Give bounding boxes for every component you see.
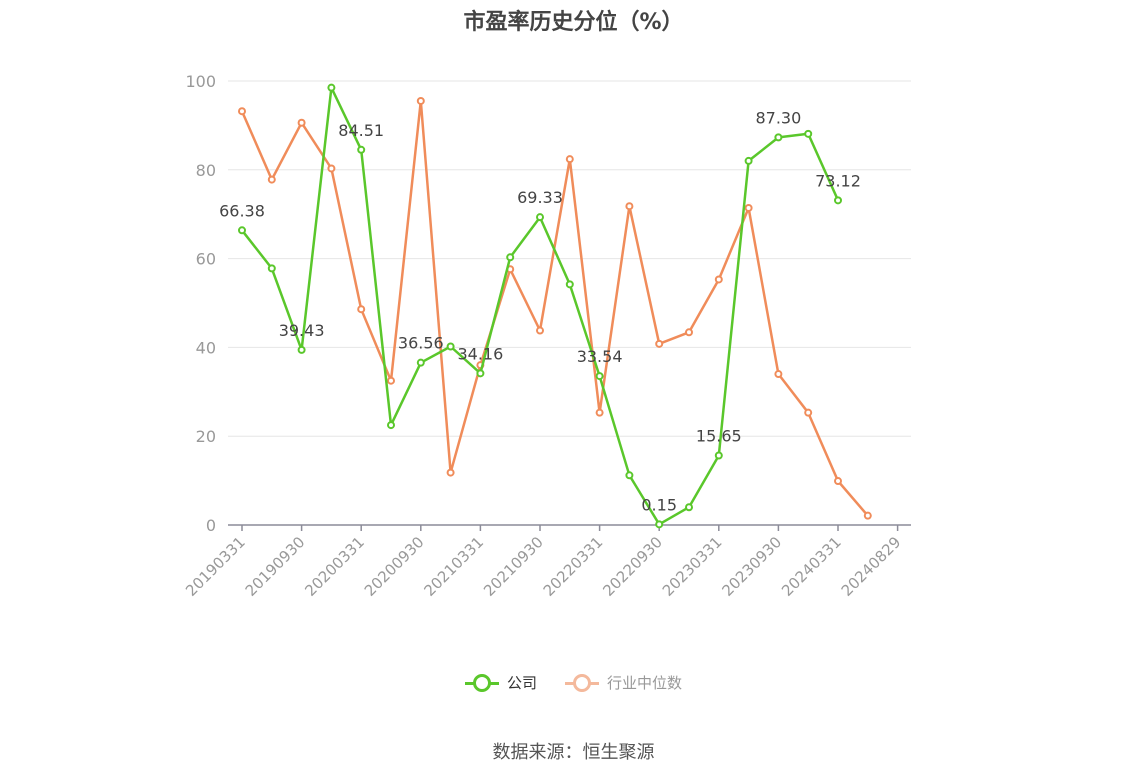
data-point-industry-median: [863, 511, 872, 520]
data-point-industry-median: [565, 155, 574, 164]
data-point-industry-median: [625, 202, 634, 211]
y-tick-label: 60: [196, 250, 216, 269]
data-point-company: [506, 253, 515, 262]
data-point-industry-median: [387, 376, 395, 385]
data-point-industry-median: [536, 326, 544, 335]
series-line-company: [241, 86, 840, 526]
data-point-company: [834, 196, 842, 205]
x-tick-label: 20230930: [719, 533, 786, 600]
data-label: 73.12: [815, 171, 861, 190]
y-tick-label: 100: [185, 72, 216, 91]
data-point-company: [327, 83, 336, 92]
x-tick-label: 20210331: [421, 533, 488, 600]
chart-title: 市盈率历史分位（%）: [463, 10, 684, 35]
series-line-industry-median: [240, 99, 869, 517]
data-point-industry-median: [744, 203, 753, 212]
data-label: 15.65: [696, 427, 742, 446]
data-label: 33.54: [577, 347, 623, 366]
data-label: 0.15: [641, 495, 677, 514]
legend-item-industry-median[interactable]: 行业中位数: [565, 672, 682, 693]
data-label: 87.30: [755, 108, 801, 127]
x-tick-label: 20210930: [480, 533, 547, 600]
data-point-industry-median: [595, 408, 604, 417]
legend-swatch-industry-median: [565, 673, 599, 692]
data-label: 69.33: [517, 188, 563, 207]
data-point-industry-median: [655, 339, 664, 348]
x-tick-label: 20220930: [599, 533, 666, 600]
data-point-industry-median: [774, 370, 783, 379]
x-tick-label: 20200331: [301, 533, 368, 600]
grid-layer: [228, 80, 911, 437]
data-point-company: [267, 264, 276, 273]
y-tick-label: 80: [196, 161, 216, 180]
data-source-note: 数据来源：恒生聚源: [492, 742, 655, 763]
data-point-company: [565, 280, 574, 289]
y-tick-label: 0: [206, 516, 216, 535]
data-point-industry-median: [416, 96, 425, 105]
legend-label-industry-median: 行业中位数: [607, 674, 683, 692]
data-point-industry-median: [297, 118, 306, 127]
data-label: 84.51: [338, 121, 384, 140]
label-layer: 66.38 39.43 84.51 36.56 34.16 69.33 33.54 0.15 1…: [219, 108, 861, 514]
series-layer: [238, 83, 872, 529]
data-point-company: [744, 156, 753, 165]
data-point-industry-median: [804, 408, 813, 417]
data-point-industry-median: [685, 328, 693, 337]
data-point-industry-median: [327, 164, 336, 173]
data-point-company: [595, 372, 604, 381]
x-tick-label: 20230331: [659, 533, 726, 600]
data-point-industry-median: [446, 468, 455, 477]
legend-swatch-company: [464, 673, 499, 692]
data-point-industry-median: [357, 305, 366, 314]
data-point-industry-median: [834, 477, 842, 486]
data-point-industry-median: [267, 175, 276, 184]
data-point-company: [416, 358, 425, 367]
data-point-company: [655, 520, 664, 529]
data-point-company: [685, 503, 693, 512]
data-label: 39.43: [279, 321, 325, 340]
data-point-company: [357, 145, 366, 154]
data-label: 36.56: [398, 334, 444, 353]
x-tick-label: 20190930: [242, 533, 309, 600]
data-point-company: [714, 451, 723, 460]
data-point-company: [238, 226, 246, 235]
data-label: 66.38: [219, 201, 265, 220]
data-point-industry-median: [238, 107, 246, 116]
data-point-company: [536, 213, 544, 222]
legend: 公司 行业中位数: [0, 672, 1147, 693]
data-label: 34.16: [457, 344, 503, 363]
data-point-industry-median: [714, 275, 723, 284]
x-tick-label: 20240829: [838, 533, 905, 600]
data-point-company: [446, 342, 455, 351]
y-tick-label: 20: [196, 427, 216, 446]
data-point-company: [297, 345, 306, 354]
x-tick-label: 20200930: [361, 533, 428, 600]
data-point-company: [387, 421, 395, 430]
data-point-company: [804, 129, 813, 138]
x-tick-label: 20240331: [778, 533, 845, 600]
data-point-company: [476, 369, 485, 378]
data-point-company: [774, 133, 783, 142]
y-tick-label: 40: [196, 338, 216, 357]
legend-item-company[interactable]: 公司: [464, 672, 537, 693]
legend-label-company: 公司: [506, 674, 537, 692]
x-tick-label: 20220331: [540, 533, 607, 600]
x-tick-label: 20190331: [182, 533, 249, 600]
data-point-company: [625, 471, 634, 480]
